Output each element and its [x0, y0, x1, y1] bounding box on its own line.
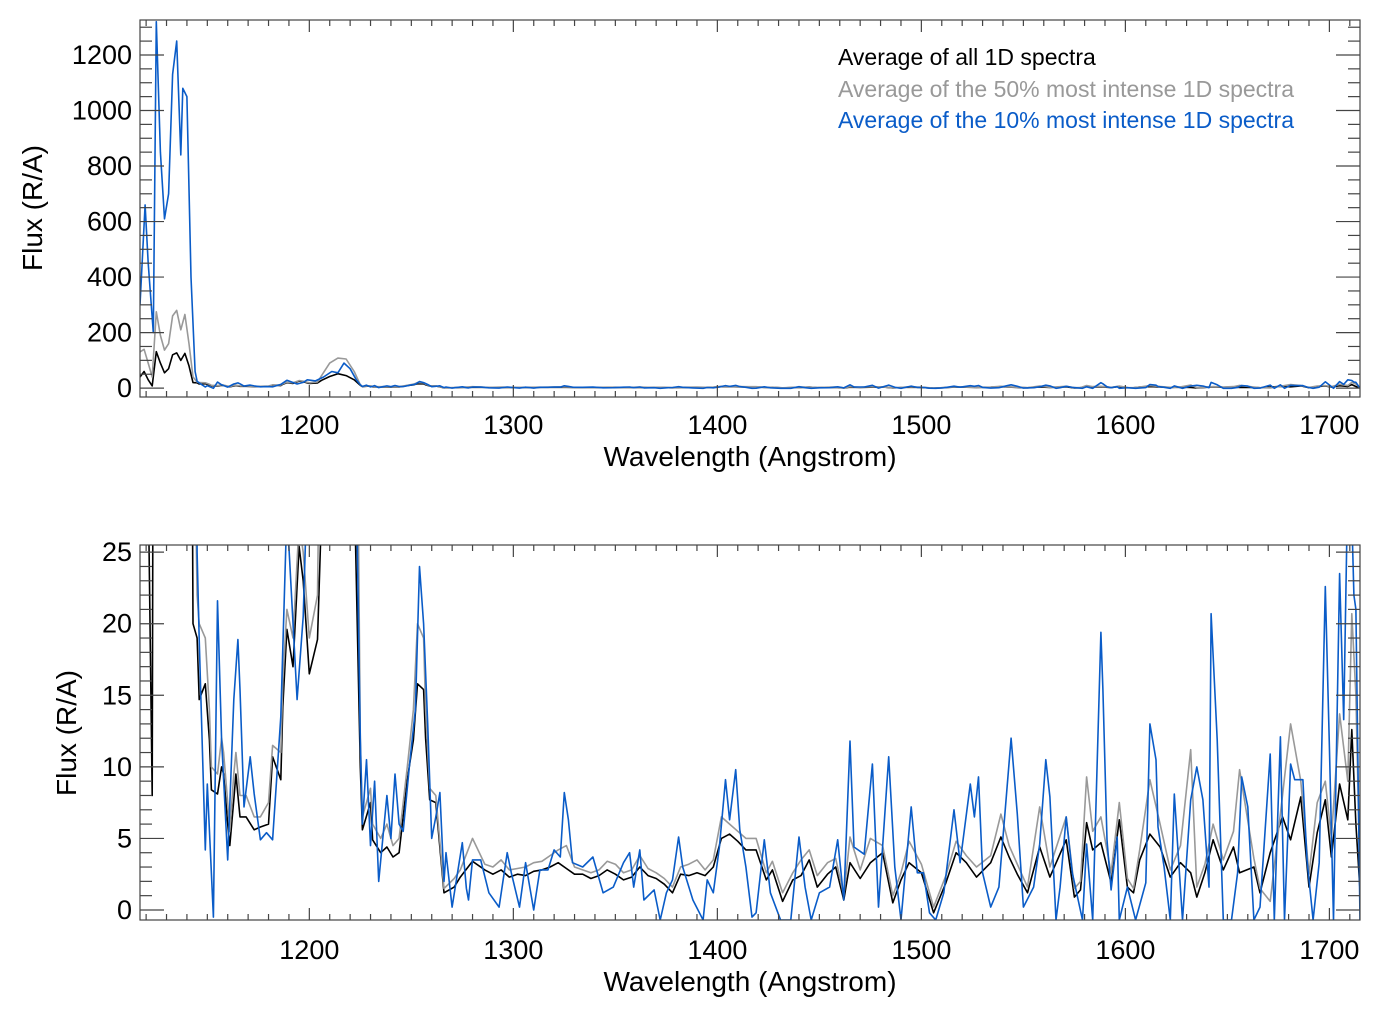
- x-tick-label: 1400: [687, 935, 747, 965]
- x-tick-label: 1700: [1299, 935, 1359, 965]
- series-line-10pct: [196, 545, 1360, 920]
- y-tick-label: 200: [87, 318, 132, 348]
- series-line-all: [140, 350, 1360, 390]
- plot-frame: [139, 19, 1361, 398]
- x-tick-label: 1300: [483, 935, 543, 965]
- plot-frame: [139, 544, 1361, 921]
- y-tick-label: 1000: [72, 96, 132, 126]
- legend-entry-10pct: Average of the 10% most intense 1D spect…: [838, 107, 1294, 133]
- y-tick-label: 5: [117, 823, 132, 853]
- y-tick-label: 600: [87, 207, 132, 237]
- x-tick-label: 1200: [279, 410, 339, 440]
- x-axis-title: Wavelength (Angstrom): [603, 966, 896, 997]
- y-tick-label: 15: [102, 680, 132, 710]
- y-tick-label: 20: [102, 609, 132, 639]
- x-tick-label: 1500: [891, 410, 951, 440]
- y-tick-label: 400: [87, 262, 132, 292]
- x-tick-label: 1600: [1095, 410, 1155, 440]
- series-layer: [148, 545, 1360, 920]
- axes: 1200 1300 1400 1500 1600 1700 0 200 400 600 800 100…: [72, 19, 1361, 440]
- x-tick-label: 1600: [1095, 935, 1155, 965]
- y-tick-label: 1200: [72, 40, 132, 70]
- legend-entry-50pct: Average of the 50% most intense 1D spect…: [838, 76, 1294, 102]
- series-line-10pct: [140, 20, 1360, 390]
- bottom-panel-zoomed: 1200 1300 1400 1500 1600 1700 0 5 10 15 20 25 Wavel…: [51, 537, 1361, 997]
- y-tick-label: 10: [102, 752, 132, 782]
- y-tick-label: 0: [117, 373, 132, 403]
- top-panel-full-range: 1200 1300 1400 1500 1600 1700 0 200 400 600 800 100…: [17, 19, 1361, 472]
- series-layer: [140, 20, 1360, 390]
- x-tick-label: 1700: [1299, 410, 1359, 440]
- y-tick-label: 800: [87, 151, 132, 181]
- y-axis-title: Flux (R/A): [17, 145, 48, 271]
- legend-entry-all: Average of all 1D spectra: [838, 44, 1096, 70]
- series-line-all: [148, 545, 1360, 914]
- x-axis-title: Wavelength (Angstrom): [603, 441, 896, 472]
- legend: Average of all 1D spectra Average of the…: [838, 44, 1294, 133]
- y-tick-label: 25: [102, 537, 132, 567]
- axes: 1200 1300 1400 1500 1600 1700 0 5 10 15 20 25: [102, 537, 1361, 965]
- x-tick-label: 1500: [891, 935, 951, 965]
- y-axis-title: Flux (R/A): [51, 670, 82, 796]
- x-tick-label: 1400: [687, 410, 747, 440]
- x-tick-label: 1200: [279, 935, 339, 965]
- x-tick-label: 1300: [483, 410, 543, 440]
- y-tick-label: 0: [117, 895, 132, 925]
